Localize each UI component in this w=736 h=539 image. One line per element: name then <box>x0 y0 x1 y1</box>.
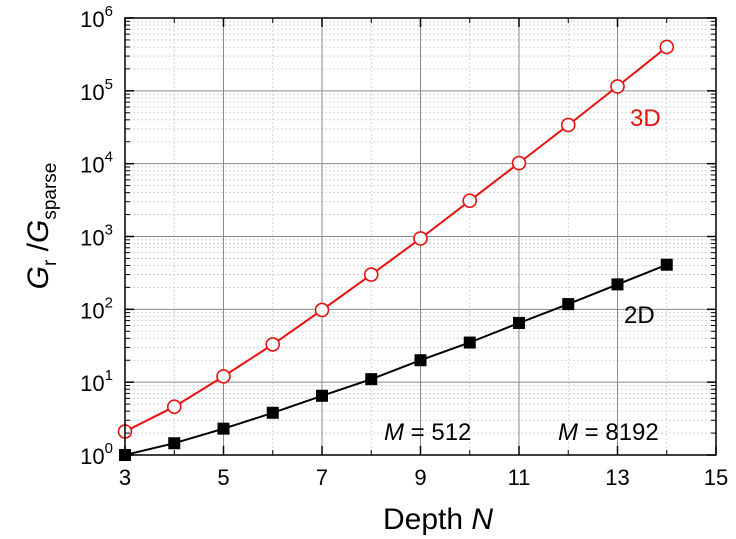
data-point-2d <box>414 354 427 367</box>
data-point-3d <box>511 155 527 171</box>
series-label-2d: 2D <box>624 302 655 329</box>
data-point-3d <box>413 231 428 246</box>
data-point-2d <box>316 389 328 402</box>
y-tick-label: 106 <box>80 3 113 32</box>
data-point-2d <box>266 406 279 419</box>
y-tick-label: 102 <box>80 294 113 323</box>
data-point-2d <box>168 437 181 450</box>
annotation-m-8192: M = 8192 <box>558 419 659 446</box>
y-tick-label: 105 <box>80 76 113 105</box>
x-axis-label: Depth N <box>383 503 493 536</box>
y-axis-label: Gr /Gsparse <box>22 163 61 290</box>
y-tick-label: 103 <box>80 222 113 251</box>
series-line-2d <box>124 263 668 456</box>
data-point-2d <box>463 336 476 349</box>
x-tick-label: 5 <box>217 465 229 490</box>
x-tick-label: 11 <box>508 465 531 490</box>
data-point-3d <box>462 193 478 209</box>
x-tick-label: 3 <box>119 465 131 490</box>
annotation-m-512: M = 512 <box>384 419 471 446</box>
x-tick-label: 9 <box>414 465 426 490</box>
data-point-2d <box>513 316 525 329</box>
data-point-2d <box>365 373 378 386</box>
y-tick-label: 100 <box>80 440 113 469</box>
data-point-3d <box>314 302 330 318</box>
data-point-2d <box>660 258 673 271</box>
data-point-3d <box>216 369 231 384</box>
data-point-3d <box>560 117 576 133</box>
data-point-2d <box>217 422 230 435</box>
series-layer <box>117 39 675 461</box>
data-point-3d <box>265 337 281 352</box>
x-tick-label: 7 <box>316 465 328 490</box>
y-tick-labels: 100 101 102 103 104 105 106 <box>80 3 113 469</box>
data-point-3d <box>363 267 379 282</box>
series-label-3d: 3D <box>630 105 661 132</box>
data-point-2d <box>562 298 575 311</box>
x-tick-label: 15 <box>704 465 728 490</box>
data-point-3d <box>610 79 625 94</box>
data-point-2d <box>611 278 624 291</box>
series-line-3d <box>124 46 668 433</box>
data-point-3d <box>659 39 675 55</box>
y-tick-label: 101 <box>80 367 113 396</box>
axis-ticks <box>124 17 717 456</box>
data-point-3d <box>166 399 182 415</box>
x-tick-labels: 3 5 7 9 11 13 15 <box>119 465 728 490</box>
y-tick-label: 104 <box>80 149 113 178</box>
x-tick-label: 13 <box>605 465 629 490</box>
